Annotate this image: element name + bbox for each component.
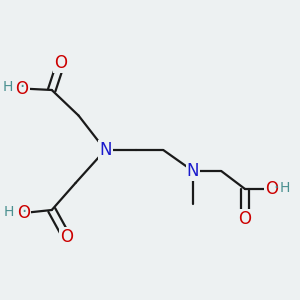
- Text: H: H: [2, 80, 13, 94]
- Text: O: O: [54, 54, 67, 72]
- Text: O: O: [265, 180, 278, 198]
- Text: O: O: [238, 210, 251, 228]
- Text: N: N: [99, 141, 112, 159]
- Text: O: O: [60, 228, 73, 246]
- Text: ·: ·: [20, 78, 25, 96]
- Text: H: H: [280, 181, 290, 194]
- Text: O: O: [17, 204, 30, 222]
- Text: ·: ·: [21, 202, 26, 220]
- Text: N: N: [187, 162, 199, 180]
- Text: ·: ·: [274, 178, 279, 196]
- Text: O: O: [16, 80, 28, 98]
- Text: H: H: [4, 205, 14, 218]
